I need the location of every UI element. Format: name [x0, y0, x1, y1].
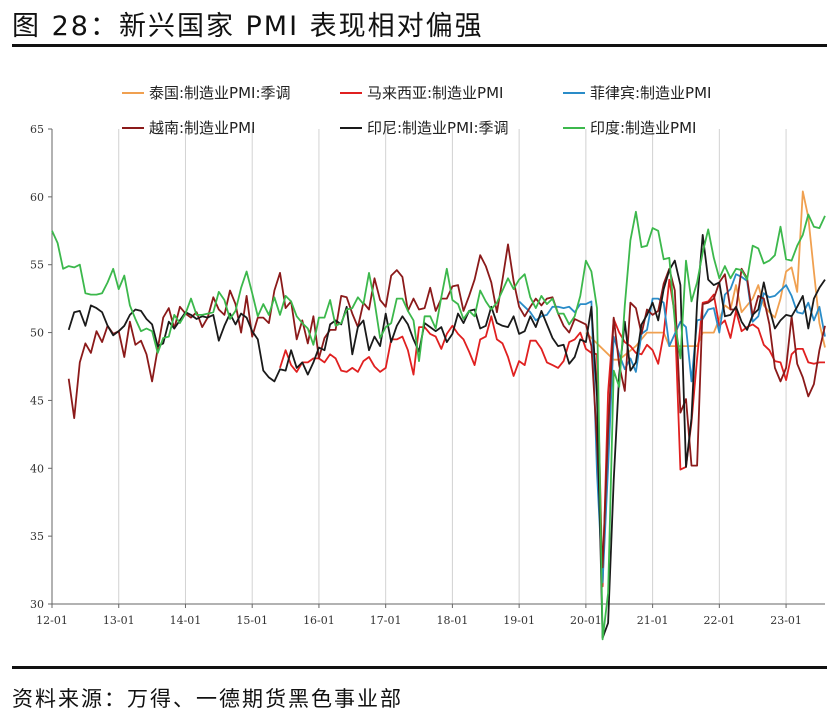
y-tick-label: 65 [30, 123, 44, 136]
series-layer [51, 190, 826, 641]
x-tick-label: 17-01 [370, 614, 402, 627]
legend-label: 菲律宾:制造业PMI [590, 84, 711, 102]
x-tick-label: 20-01 [570, 614, 602, 627]
bottom-rule [12, 666, 827, 669]
x-tick-label: 21-01 [637, 614, 669, 627]
series-line-3 [518, 273, 826, 584]
legend-label: 马来西亚:制造业PMI [367, 84, 503, 102]
series-line-2 [279, 278, 825, 588]
y-tick-label: 40 [30, 462, 44, 475]
x-tick-label: 15-01 [236, 614, 268, 627]
figure-title: 图 28：新兴国家 PMI 表现相对偏强 [12, 11, 484, 42]
x-tick-label: 19-01 [503, 614, 535, 627]
series-line-5 [67, 234, 826, 639]
legend-label: 印度:制造业PMI [590, 119, 696, 137]
source-note: 资料来源：万得、一德期货黑色事业部 [12, 687, 403, 711]
y-tick-label: 35 [30, 530, 44, 543]
x-tick-label: 13-01 [103, 614, 135, 627]
y-tick-label: 45 [30, 394, 44, 407]
y-tick-label: 30 [30, 598, 44, 611]
grid-layer [118, 129, 787, 604]
x-tick-label: 16-01 [303, 614, 335, 627]
legend: 泰国:制造业PMI:季调 马来西亚:制造业PMI 菲律宾:制造业PMI 越南:制造业P… [122, 84, 711, 137]
legend-label: 泰国:制造业PMI:季调 [149, 84, 291, 102]
top-rule [12, 44, 827, 47]
y-tick-label: 50 [30, 327, 44, 340]
x-tick-label: 22-01 [703, 614, 735, 627]
series-line-4 [67, 243, 826, 569]
axis-layer: 12-01 13-01 14-01 15-01 16-01 17-01 18-01 19-01… [30, 123, 825, 627]
legend-label: 印尼:制造业PMI:季调 [367, 119, 509, 137]
x-tick-label: 23-01 [770, 614, 802, 627]
x-tick-label: 12-01 [36, 614, 68, 627]
x-tick-label: 18-01 [437, 614, 469, 627]
y-tick-label: 55 [30, 259, 44, 272]
series-line-6 [51, 210, 826, 641]
legend-label: 越南:制造业PMI [149, 119, 255, 137]
x-tick-label: 14-01 [170, 614, 202, 627]
y-tick-label: 60 [30, 191, 44, 204]
